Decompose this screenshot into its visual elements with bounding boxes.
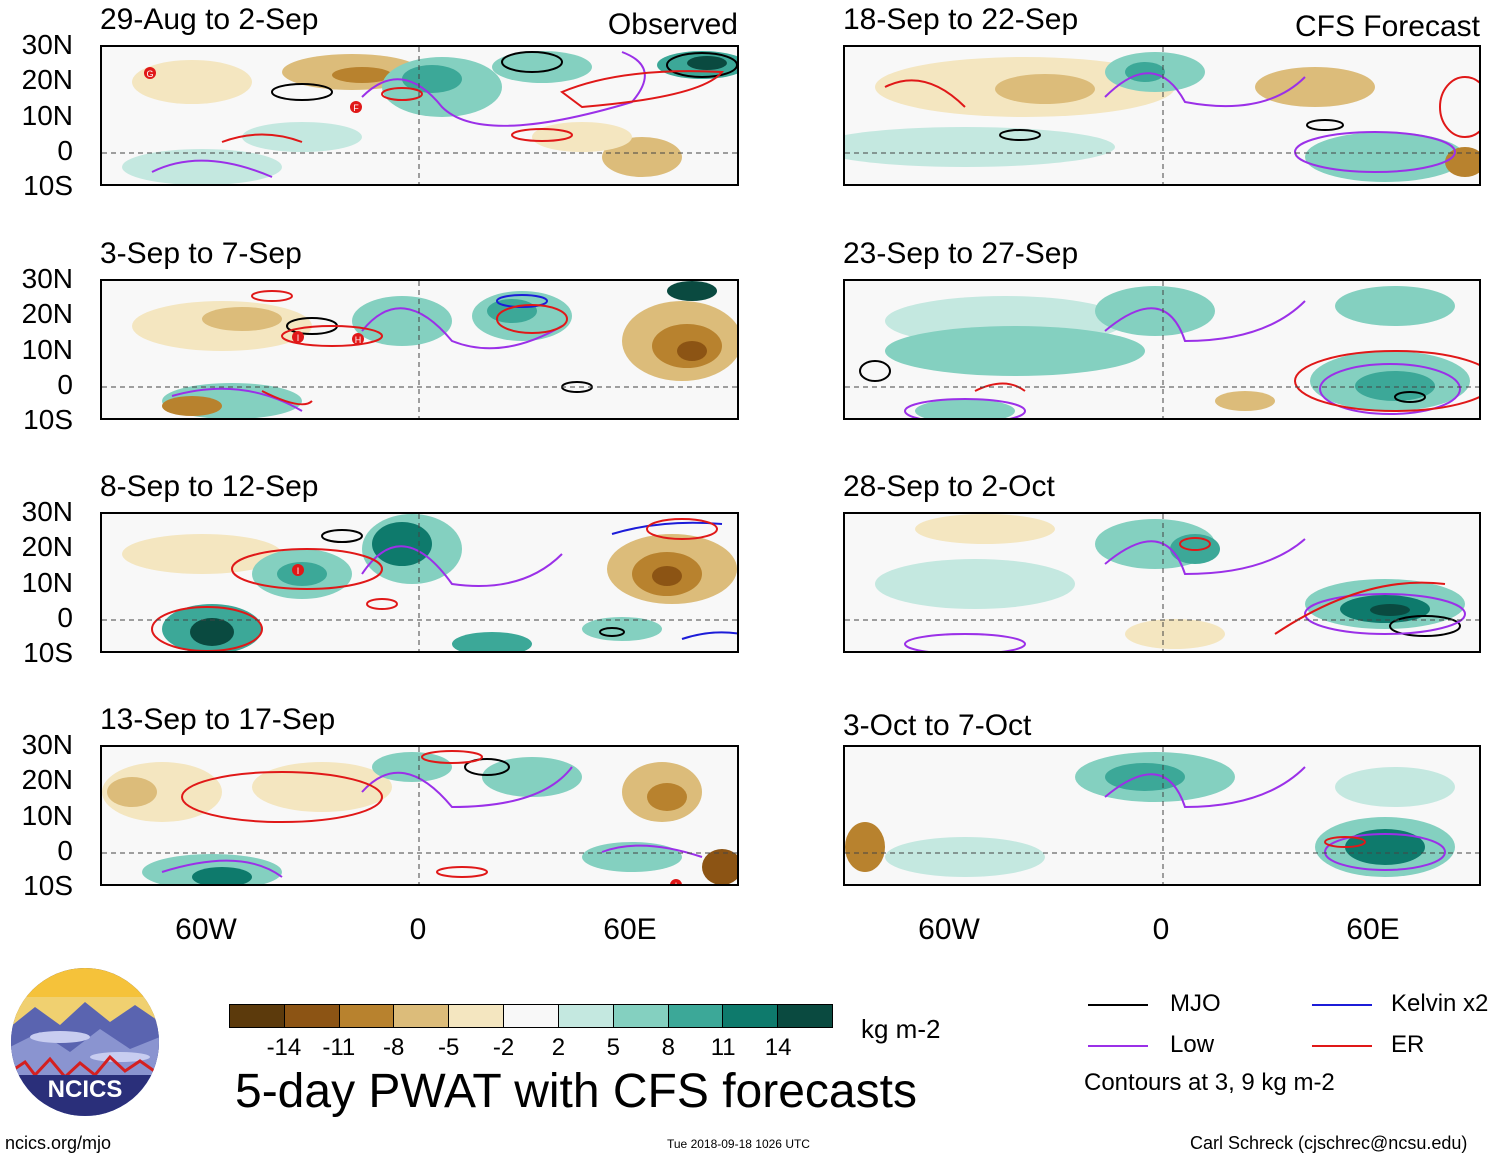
x-tick-0-right: 0 (1152, 913, 1170, 946)
colorbar-tick: -14 (266, 1034, 302, 1061)
colorbar-swatch (230, 1005, 285, 1027)
y-tick-row4-4: 10S (23, 870, 73, 901)
y-tick-row3-4: 10S (23, 637, 73, 668)
y-tick-row4-3: 0 (57, 834, 73, 866)
legend-er-line (1312, 1045, 1372, 1047)
map-panel-4: I (100, 745, 739, 886)
map-panel-6 (843, 279, 1481, 420)
legend-note: Contours at 3, 9 kg m-2 (1084, 1069, 1335, 1096)
panel-title-4: 13-Sep to 17-Sep (100, 703, 336, 736)
legend-low-line (1088, 1045, 1148, 1047)
colorbar-tick: -5 (437, 1034, 460, 1061)
footer-author: Carl Schreck (cjschrec@ncsu.edu) (1190, 1133, 1468, 1153)
map-panel-7 (843, 512, 1481, 653)
x-tick-0-left: 0 (409, 913, 427, 946)
y-tick-row1-0: 30N (21, 29, 73, 60)
legend-mjo-label: MJO (1170, 990, 1221, 1017)
map-panel-8 (843, 745, 1481, 886)
storm-marker-4: H (355, 335, 362, 345)
colorbar-swatch (668, 1005, 724, 1027)
colorbar (229, 1004, 833, 1028)
colorbar-swatch (778, 1005, 832, 1027)
colorbar-tick: 8 (661, 1034, 675, 1061)
panel-title-7: 28-Sep to 2-Oct (843, 470, 1055, 503)
panel-title-6: 23-Sep to 27-Sep (843, 237, 1079, 270)
legend-er-label: ER (1391, 1031, 1425, 1058)
colorbar-swatch (504, 1005, 559, 1027)
legend-kelvin-line (1312, 1004, 1372, 1006)
y-tick-row2-1: 20N (21, 298, 73, 330)
figure-title: 5-day PWAT with CFS forecasts (235, 1065, 917, 1118)
legend-low-label: Low (1170, 1031, 1215, 1058)
colorbar-tick: -11 (322, 1034, 356, 1061)
colorbar-swatch (284, 1005, 340, 1027)
storm-marker-2: F (353, 103, 359, 113)
legend-mjo-line (1088, 1004, 1148, 1006)
panel-title-3: 8-Sep to 12-Sep (100, 470, 319, 503)
units-label: kg m-2 (861, 1014, 941, 1044)
storm-marker-6: I (675, 881, 678, 886)
colorbar-swatch (723, 1005, 779, 1027)
x-tick-60e-left: 60E (603, 913, 657, 946)
y-tick-row2-3: 0 (57, 368, 73, 400)
panel-title-8: 3-Oct to 7-Oct (843, 709, 1032, 742)
colorbar-tick: -8 (383, 1034, 405, 1061)
colorbar-swatch (558, 1005, 614, 1027)
y-tick-row3-3: 0 (57, 601, 73, 633)
storm-marker-3: I (297, 333, 300, 343)
map-panel-3: I (100, 512, 739, 653)
panel-title-2: 3-Sep to 7-Sep (100, 237, 302, 270)
x-tick-60w-right: 60W (918, 913, 980, 946)
colorbar-swatch (394, 1005, 450, 1027)
y-tick-row2-2: 10N (21, 333, 73, 365)
colorbar-tick: 2 (551, 1034, 566, 1061)
colorbar-tick: 5 (606, 1034, 621, 1061)
x-tick-60e-right: 60E (1346, 913, 1400, 946)
map-panel-1: G F (100, 45, 739, 186)
map-panel-5 (843, 45, 1481, 186)
y-tick-row3-2: 10N (21, 566, 73, 598)
y-tick-row2-4: 10S (23, 404, 73, 435)
y-tick-row1-3: 0 (57, 134, 73, 166)
footer-url[interactable]: ncics.org/mjo (5, 1133, 112, 1153)
colorbar-swatch (449, 1005, 505, 1027)
y-tick-row1-4: 10S (23, 170, 73, 201)
y-tick-row1-1: 20N (21, 64, 73, 96)
storm-marker-1: G (146, 69, 153, 79)
y-tick-row4-1: 20N (21, 764, 73, 796)
y-tick-row4-0: 30N (21, 729, 73, 760)
map-panel-2: I H (100, 279, 739, 420)
panel-title-5: 18-Sep to 22-Sep (843, 3, 1079, 36)
footer-timestamp: Tue 2018-09-18 1026 UTC (667, 1137, 810, 1151)
colorbar-swatch (613, 1005, 669, 1027)
legend-kelvin-label: Kelvin x2 (1391, 990, 1489, 1017)
y-tick-row2-0: 30N (21, 263, 73, 294)
y-tick-row1-2: 10N (21, 99, 73, 131)
y-tick-row3-0: 30N (21, 496, 73, 527)
colorbar-swatch (339, 1005, 395, 1027)
colorbar-tick: -2 (492, 1034, 515, 1061)
ncics-logo: NCICS (10, 967, 160, 1117)
y-tick-row3-1: 20N (21, 531, 73, 563)
x-tick-60w-left: 60W (175, 913, 237, 946)
forecast-tag: CFS Forecast (1294, 10, 1480, 43)
storm-marker-5: I (297, 566, 300, 576)
panel-title-1: 29-Aug to 2-Sep (100, 3, 319, 36)
y-tick-row4-2: 10N (21, 799, 73, 831)
colorbar-tick: 11 (710, 1034, 736, 1061)
observed-tag: Observed (607, 8, 738, 41)
logo-text: NCICS (48, 1076, 123, 1103)
colorbar-tick: 14 (764, 1034, 792, 1061)
